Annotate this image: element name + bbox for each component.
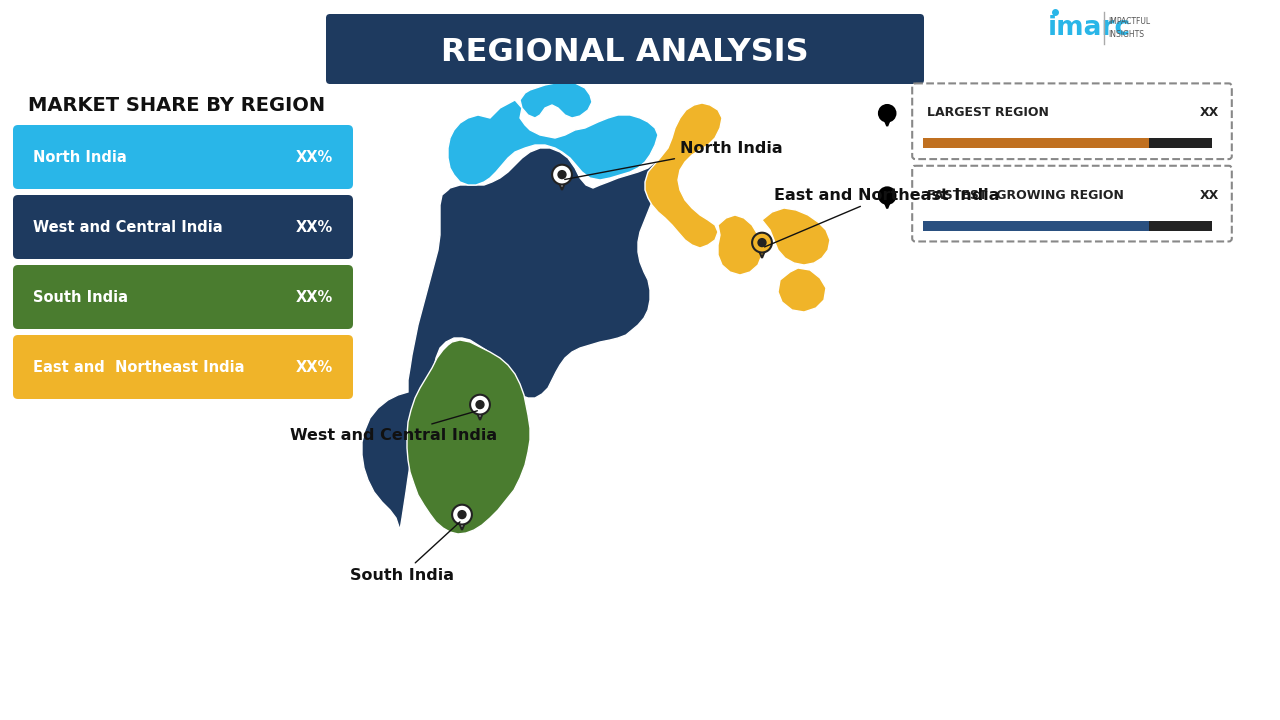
Polygon shape bbox=[778, 268, 826, 312]
FancyBboxPatch shape bbox=[13, 335, 353, 399]
Text: XX%: XX% bbox=[296, 150, 333, 164]
Text: South India: South India bbox=[349, 522, 460, 582]
Polygon shape bbox=[474, 405, 486, 420]
Bar bbox=[923, 138, 1149, 148]
Circle shape bbox=[476, 400, 484, 408]
Text: East and Northeast India: East and Northeast India bbox=[764, 187, 1000, 247]
Bar bbox=[1149, 138, 1212, 148]
FancyBboxPatch shape bbox=[913, 84, 1231, 159]
Text: XX%: XX% bbox=[296, 359, 333, 374]
Circle shape bbox=[452, 505, 472, 524]
Text: FASTEST  GROWING REGION: FASTEST GROWING REGION bbox=[927, 189, 1124, 202]
Text: XX%: XX% bbox=[296, 289, 333, 305]
Text: West and Central India: West and Central India bbox=[291, 411, 497, 443]
Circle shape bbox=[558, 171, 566, 179]
Polygon shape bbox=[882, 113, 892, 126]
Text: MARKET SHARE BY REGION: MARKET SHARE BY REGION bbox=[28, 96, 325, 114]
Circle shape bbox=[879, 187, 896, 204]
FancyBboxPatch shape bbox=[13, 125, 353, 189]
Polygon shape bbox=[448, 100, 658, 185]
Circle shape bbox=[758, 238, 765, 246]
Polygon shape bbox=[362, 148, 660, 530]
Circle shape bbox=[552, 165, 572, 184]
FancyBboxPatch shape bbox=[913, 166, 1231, 241]
FancyBboxPatch shape bbox=[13, 195, 353, 259]
Polygon shape bbox=[645, 103, 722, 248]
Text: IMPACTFUL
INSIGHTS: IMPACTFUL INSIGHTS bbox=[1108, 17, 1151, 39]
Polygon shape bbox=[882, 196, 892, 208]
Circle shape bbox=[458, 510, 466, 518]
Text: East and  Northeast India: East and Northeast India bbox=[33, 359, 244, 374]
FancyBboxPatch shape bbox=[326, 14, 924, 84]
Polygon shape bbox=[755, 243, 768, 258]
Text: XX: XX bbox=[1199, 189, 1219, 202]
Circle shape bbox=[884, 192, 891, 199]
Polygon shape bbox=[520, 82, 591, 118]
Polygon shape bbox=[718, 215, 762, 275]
Polygon shape bbox=[762, 208, 829, 265]
Text: North India: North India bbox=[33, 150, 127, 164]
Text: South India: South India bbox=[33, 289, 128, 305]
Text: imarc: imarc bbox=[1048, 15, 1132, 41]
Polygon shape bbox=[456, 515, 468, 530]
Text: XX: XX bbox=[1199, 107, 1219, 120]
Polygon shape bbox=[407, 340, 530, 534]
Circle shape bbox=[470, 395, 490, 415]
Text: West and Central India: West and Central India bbox=[33, 220, 223, 235]
FancyBboxPatch shape bbox=[13, 265, 353, 329]
Text: LARGEST REGION: LARGEST REGION bbox=[927, 107, 1050, 120]
Bar bbox=[923, 221, 1149, 231]
Text: REGIONAL ANALYSIS: REGIONAL ANALYSIS bbox=[442, 37, 809, 68]
Circle shape bbox=[884, 110, 891, 117]
Circle shape bbox=[879, 105, 896, 122]
Text: XX%: XX% bbox=[296, 220, 333, 235]
Bar bbox=[1149, 221, 1212, 231]
Circle shape bbox=[753, 233, 772, 253]
Text: North India: North India bbox=[564, 140, 782, 179]
Polygon shape bbox=[556, 175, 568, 190]
